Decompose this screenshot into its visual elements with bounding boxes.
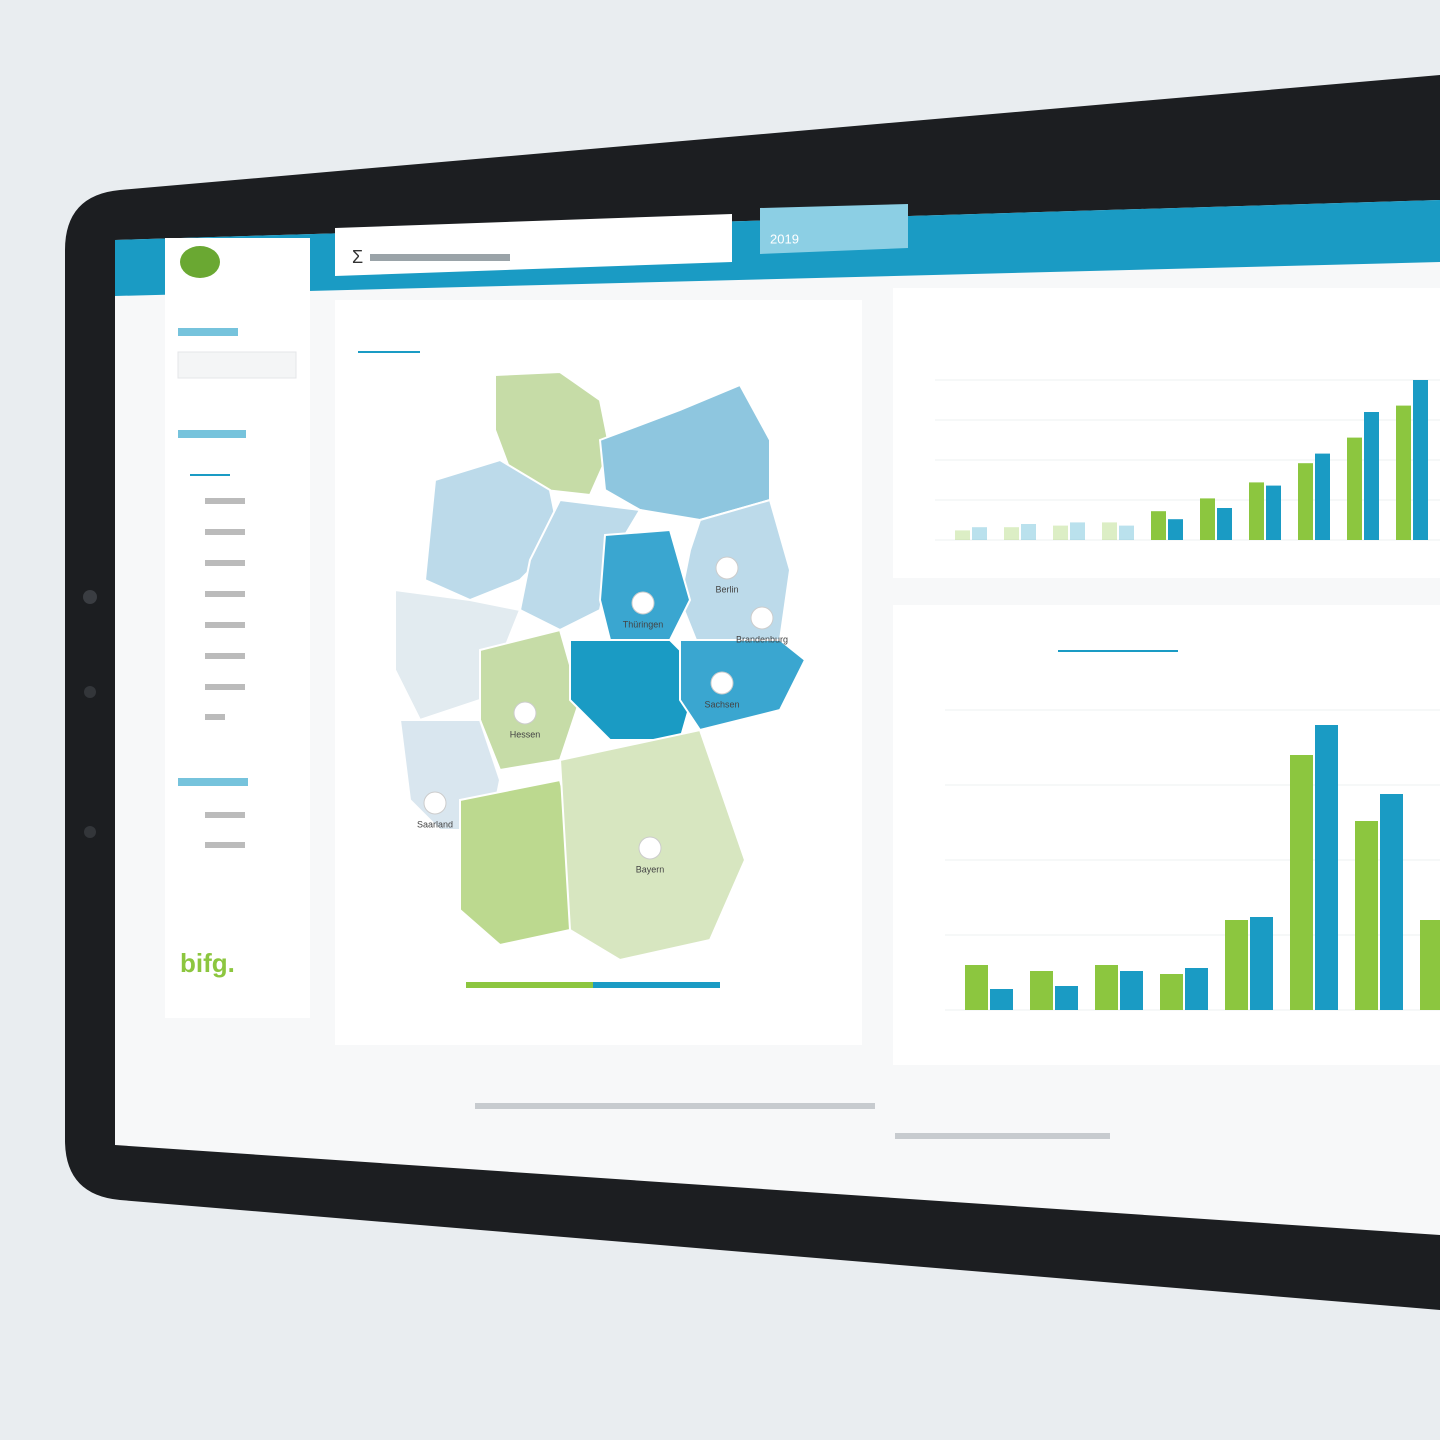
sidebar-filters [177, 328, 297, 848]
bar [1298, 463, 1313, 540]
map-pin [710, 671, 734, 695]
bar [1119, 525, 1134, 540]
region-label: Bayern [636, 864, 665, 874]
bar [1120, 971, 1143, 1010]
bar [1315, 725, 1338, 1010]
bar [1217, 508, 1232, 540]
bar [1053, 525, 1068, 540]
region-label: Berlin [715, 584, 738, 594]
bar [1151, 511, 1166, 540]
region-label: Sachsen [704, 699, 739, 709]
bar [1380, 794, 1403, 1010]
bar [972, 527, 987, 540]
map-pin [715, 556, 739, 580]
bar [1004, 527, 1019, 540]
bar [1185, 968, 1208, 1010]
bar [1249, 482, 1264, 540]
bar [990, 989, 1013, 1010]
bar [1413, 380, 1428, 540]
bar [965, 965, 988, 1010]
select-text [370, 254, 510, 261]
bar [1225, 920, 1248, 1010]
map-pin [750, 606, 774, 630]
camera [83, 590, 97, 604]
bar [1420, 920, 1440, 1010]
bar [1102, 522, 1117, 540]
bar [1168, 519, 1183, 540]
map-pin [638, 836, 662, 860]
year-value: 2019 [770, 231, 799, 246]
bar [1095, 965, 1118, 1010]
bar [1347, 437, 1362, 540]
bifg-logo: bifg. [180, 948, 235, 978]
map-pin [631, 591, 655, 615]
region-label: Saarland [417, 819, 453, 829]
region-label: Thüringen [623, 619, 664, 629]
sensor [84, 686, 96, 698]
map-pin [513, 701, 537, 725]
bar [1070, 522, 1085, 540]
region-label: Brandenburg [736, 634, 788, 644]
footer-text [475, 1103, 875, 1109]
bar [1290, 755, 1313, 1010]
bar [1200, 498, 1215, 540]
sigma-icon: Σ [352, 247, 363, 267]
bar [955, 530, 970, 540]
bar [1055, 986, 1078, 1010]
bar [1250, 917, 1273, 1010]
legend-scale [593, 982, 720, 988]
logo-map [180, 246, 220, 278]
sensor [84, 826, 96, 838]
bar [1355, 821, 1378, 1010]
footer-links [895, 1133, 1110, 1139]
bar [1021, 524, 1036, 540]
bar [1266, 485, 1281, 540]
map-pin [423, 791, 447, 815]
bar [1396, 405, 1411, 540]
bar [1315, 453, 1330, 540]
bar [1364, 412, 1379, 540]
bar [1030, 971, 1053, 1010]
year-select[interactable] [760, 204, 908, 254]
bar [1160, 974, 1183, 1010]
region-label: Hessen [510, 729, 541, 739]
